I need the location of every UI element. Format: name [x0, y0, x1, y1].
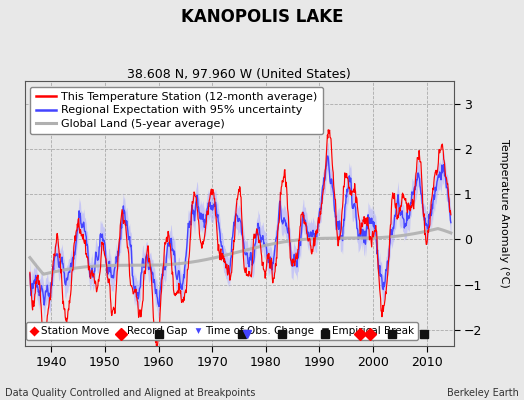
Y-axis label: Temperature Anomaly (°C): Temperature Anomaly (°C) [499, 139, 509, 288]
Text: Berkeley Earth: Berkeley Earth [447, 388, 519, 398]
Legend: Station Move, Record Gap, Time of Obs. Change, Empirical Break: Station Move, Record Gap, Time of Obs. C… [26, 322, 418, 340]
Text: KANOPOLIS LAKE: KANOPOLIS LAKE [181, 8, 343, 26]
Title: 38.608 N, 97.960 W (United States): 38.608 N, 97.960 W (United States) [127, 68, 351, 81]
Text: Data Quality Controlled and Aligned at Breakpoints: Data Quality Controlled and Aligned at B… [5, 388, 256, 398]
